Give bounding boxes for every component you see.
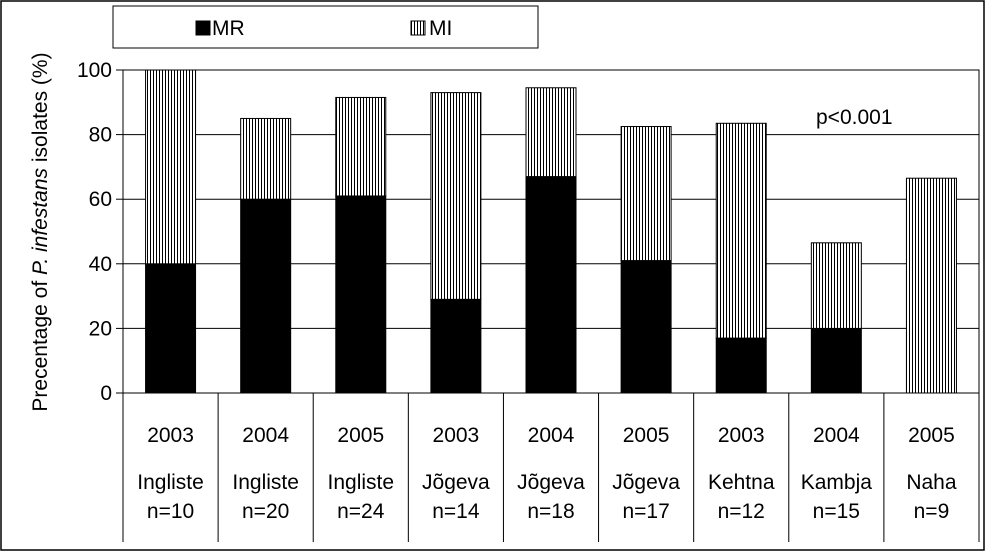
y-axis-label-part1: Precentage of: [29, 275, 52, 412]
x-label-n-1: n=20: [242, 500, 289, 523]
legend: MR MI: [112, 5, 539, 49]
x-label-year-4: 2004: [528, 424, 575, 447]
legend-swatch-mi: [410, 20, 426, 36]
x-label-year-6: 2003: [718, 424, 765, 447]
bar-mi-3: [430, 92, 482, 300]
y-tick-label: 40: [89, 253, 112, 276]
bar-mi-6: [715, 122, 767, 339]
x-label-n-5: n=17: [622, 500, 669, 523]
x-label-site-8: Naha: [906, 471, 957, 494]
bar-mr-4: [525, 176, 577, 394]
x-label-year-0: 2003: [147, 424, 194, 447]
x-label-site-3: Jõgeva: [422, 471, 490, 494]
p-value-annotation: p<0.001: [816, 106, 893, 129]
bar-mi-4: [525, 87, 577, 178]
bar-mr-7: [810, 327, 862, 394]
x-label-year-3: 2003: [433, 424, 480, 447]
bar-mr-0: [145, 263, 197, 394]
x-label-site-6: Kehtna: [708, 471, 775, 494]
y-tick-label: 0: [100, 382, 112, 405]
y-tick-label: 20: [89, 317, 112, 340]
x-label-year-5: 2005: [623, 424, 670, 447]
x-label-n-4: n=18: [527, 500, 574, 523]
x-label-year-7: 2004: [813, 424, 860, 447]
x-label-site-0: Ingliste: [137, 471, 204, 494]
x-label-site-2: Ingliste: [328, 471, 395, 494]
legend-label-mi: MI: [429, 17, 452, 40]
x-label-site-7: Kambja: [801, 471, 873, 494]
bar-mi-0: [145, 69, 197, 265]
bar-mi-8: [905, 177, 957, 394]
legend-label-mr: MR: [212, 17, 245, 40]
bar-mr-6: [715, 337, 767, 394]
x-label-site-5: Jõgeva: [612, 471, 680, 494]
y-axis-label: Precentage of P. infestans isolates (%): [29, 52, 52, 411]
bar-mi-5: [620, 126, 672, 262]
bar-mr-3: [430, 298, 482, 394]
x-label-site-4: Jõgeva: [517, 471, 585, 494]
x-label-year-8: 2005: [908, 424, 955, 447]
x-label-year-1: 2004: [242, 424, 289, 447]
y-axis-label-species: P. infestans: [29, 167, 52, 275]
x-label-n-0: n=10: [147, 500, 194, 523]
x-label-n-3: n=14: [432, 500, 480, 523]
bar-mi-2: [335, 96, 387, 197]
legend-swatch-mr: [195, 20, 211, 36]
x-label-n-6: n=12: [718, 500, 765, 523]
x-label-site-1: Ingliste: [232, 471, 299, 494]
y-tick-label: 60: [89, 188, 112, 211]
y-axis-label-part2: isolates (%): [29, 52, 52, 168]
bar-mr-2: [335, 195, 387, 394]
bar-mr-1: [240, 198, 292, 394]
bar-mr-5: [620, 260, 672, 394]
bar-mi-1: [240, 117, 292, 200]
x-axis: 2003 Ingliste n=10 2004 Ingliste n=20 2005 Ingl…: [122, 393, 980, 542]
y-tick-label: 80: [89, 124, 112, 147]
y-axis: 0 20 40 60 80 100: [77, 59, 123, 405]
x-label-year-2: 2005: [337, 424, 384, 447]
bars: [145, 69, 957, 394]
legend-box: [112, 5, 539, 49]
bar-mi-7: [810, 242, 862, 329]
x-label-n-8: n=9: [914, 500, 950, 523]
y-tick-label: 100: [77, 59, 112, 82]
x-label-n-2: n=24: [337, 500, 385, 523]
x-label-n-7: n=15: [813, 500, 860, 523]
